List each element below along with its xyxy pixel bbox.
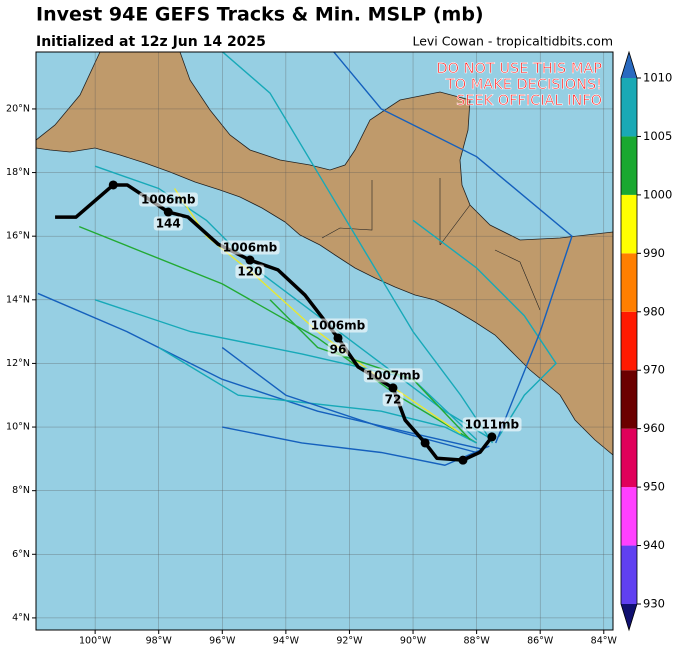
ensemble-track [412, 219, 557, 437]
track-point [458, 455, 468, 465]
track-point [333, 333, 343, 343]
label-box [382, 392, 404, 407]
y-tick-label: 6°N [12, 549, 30, 560]
warning-line: DO NOT USE THIS MAP [436, 61, 602, 77]
x-tick-label: 84°W [591, 636, 618, 647]
y-tick-label: 12°N [6, 358, 30, 369]
mean-track [55, 183, 494, 462]
ensemble-track [221, 52, 494, 444]
colorbar-label: 980 [643, 304, 665, 318]
track-label: 120 [237, 265, 262, 279]
track-label: 1006mb [223, 241, 278, 255]
x-tick-label: 90°W [400, 636, 427, 647]
track-label: 1006mb [311, 318, 366, 332]
ensemble-track [333, 52, 573, 444]
track-point [420, 438, 430, 448]
x-tick-label: 88°W [464, 636, 491, 647]
colorbar-segment [621, 136, 637, 195]
label-box [153, 216, 183, 231]
warning-line: TO MAKE DECISIONS! [445, 77, 602, 93]
ensemble-track [269, 299, 471, 441]
label-box [308, 318, 368, 333]
track-point [163, 207, 173, 217]
y-tick-label: 8°N [12, 485, 30, 496]
colorbar-segment [621, 428, 637, 488]
land [36, 52, 613, 456]
track-point [108, 180, 118, 190]
x-tick-label: 98°W [146, 636, 173, 647]
colorbar-label: 1005 [643, 129, 672, 143]
map: 1006mb 144 1006mb 120 1006mb 96 1007mb 72 1011mb [36, 52, 613, 630]
track-point [245, 255, 255, 265]
colorbar-label: 970 [643, 363, 665, 377]
y-tick-label: 14°N [6, 294, 30, 305]
ensemble-track [37, 292, 484, 450]
colorbar-segment [621, 545, 637, 604]
track-label: 144 [156, 217, 181, 231]
colorbar-label: 940 [643, 538, 665, 552]
y-tick-label: 10°N [6, 422, 30, 433]
colorbar-segment [621, 311, 637, 371]
ensemble-track [158, 346, 477, 444]
subtitle: Initialized at 12z Jun 14 2025 [36, 34, 266, 50]
colorbar-segment [621, 370, 637, 429]
label-box [327, 342, 349, 357]
x-tick-label: 92°W [336, 636, 363, 647]
ensemble-track [221, 346, 477, 454]
x-tick-label: 100°W [79, 636, 112, 647]
track-point [487, 432, 497, 442]
track-point [388, 383, 398, 393]
map-frame [35, 51, 614, 631]
track-label: 1007mb [366, 368, 421, 382]
colorbar-label: 930 [643, 597, 665, 611]
colorbar-segment [621, 78, 637, 137]
title: Invest 94E GEFS Tracks & Min. MSLP (mb) [36, 4, 484, 26]
track-label: 1011mb [465, 417, 520, 431]
colorbar-label: 1010 [643, 71, 672, 85]
label-box [363, 368, 423, 383]
border [321, 178, 541, 311]
colorbar-segment [621, 194, 637, 254]
y-tick-label: 16°N [6, 231, 30, 242]
label-box [462, 417, 522, 432]
track-label: 96 [330, 342, 347, 356]
label-box [235, 264, 265, 279]
label-box [220, 240, 280, 255]
colorbar-under [621, 604, 637, 630]
x-tick-label: 96°W [209, 636, 236, 647]
x-tick-label: 86°W [527, 636, 554, 647]
track-label: 72 [385, 392, 402, 406]
credit: Levi Cowan - tropicaltidbits.com [412, 34, 613, 49]
colorbar-label: 950 [643, 480, 665, 494]
colorbar-label: 960 [643, 421, 665, 435]
ensemble-track [94, 299, 478, 441]
label-box [138, 192, 198, 207]
warning: DO NOT USE THIS MAP TO MAKE DECISIONS! S… [436, 61, 602, 110]
x-tick-label: 94°W [273, 636, 300, 647]
colorbar-label: 990 [643, 246, 665, 260]
colorbar-segment [621, 253, 637, 312]
warning-line: SEEK OFFICIAL INFO [456, 93, 602, 109]
colorbar-segment [621, 487, 637, 546]
y-tick-label: 20°N [6, 103, 30, 114]
colorbar-label: 1000 [643, 187, 672, 201]
y-tick-label: 4°N [12, 612, 30, 623]
y-tick-label: 18°N [6, 167, 30, 178]
colorbar-over [621, 52, 637, 78]
track-label: 1006mb [141, 193, 196, 207]
ensemble-track [78, 225, 477, 444]
